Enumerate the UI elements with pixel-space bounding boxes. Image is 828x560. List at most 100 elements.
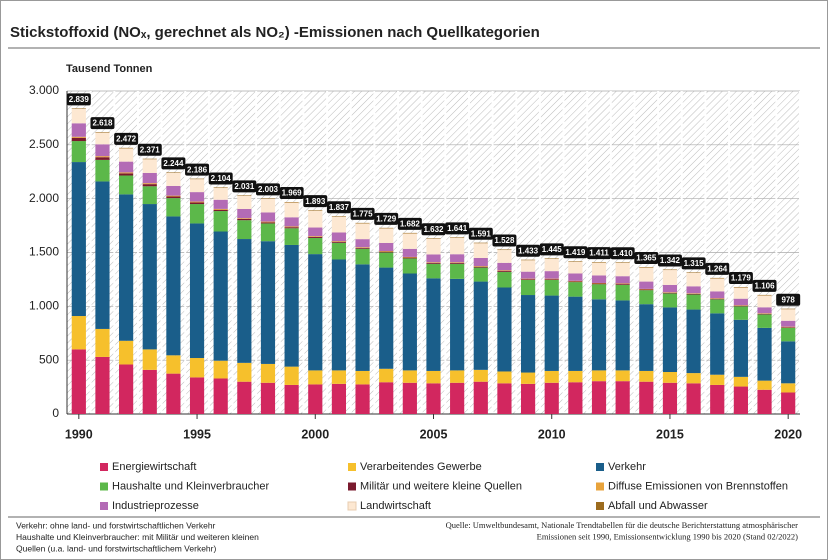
- total-box: [255, 183, 280, 196]
- bar-segment: [355, 264, 370, 371]
- bar-segment: [95, 157, 110, 160]
- bar-segment: [733, 287, 748, 299]
- bar-segment: [686, 383, 701, 414]
- bar-segment: [402, 382, 417, 414]
- bar-segment: [544, 382, 559, 414]
- legend-swatch: [100, 502, 108, 510]
- bar-segment: [95, 132, 110, 133]
- bar-segment: [733, 376, 748, 387]
- bar-segment: [757, 314, 772, 328]
- total-box: [492, 234, 517, 247]
- total-label: 1.433: [518, 246, 539, 255]
- bar-segment: [568, 261, 583, 274]
- bar-segment: [757, 313, 772, 315]
- bar-segment: [426, 262, 441, 264]
- bar-segment: [710, 374, 725, 385]
- bar-segment: [213, 378, 228, 414]
- bar-segment: [119, 364, 134, 414]
- bar-segment: [450, 382, 465, 414]
- bar-segment: [71, 136, 86, 138]
- footnote: Haushalte und Kleinverbraucher: mit Mili…: [16, 532, 259, 542]
- bar-segment: [71, 108, 86, 124]
- bar-segment: [450, 254, 465, 263]
- bar-segment: [95, 144, 110, 157]
- bar-segment: [189, 192, 205, 202]
- column-gap: [255, 91, 258, 414]
- bar-segment: [662, 293, 678, 308]
- total-label: 1.969: [282, 189, 303, 198]
- bar-segment: [402, 273, 417, 371]
- bar-segment: [213, 208, 228, 210]
- bar-segment: [402, 232, 417, 234]
- bar-segment: [591, 262, 607, 276]
- bar-segment: [686, 309, 701, 374]
- total-box: [232, 180, 257, 193]
- bar-segment: [166, 185, 181, 196]
- bar-segment: [497, 270, 512, 272]
- bar-segment: [473, 242, 488, 244]
- bar-segment: [331, 259, 347, 371]
- bar-segment: [119, 175, 134, 195]
- bar-segment: [615, 262, 630, 263]
- bar-segment: [544, 258, 559, 259]
- bar-segment: [308, 236, 323, 237]
- bar-segment: [757, 389, 772, 414]
- bar-segment: [284, 228, 299, 245]
- total-label: 1.106: [755, 282, 776, 291]
- bar-segment: [615, 262, 630, 277]
- total-box: [728, 272, 753, 285]
- total-label: 1.775: [353, 210, 374, 219]
- bar-segment: [662, 269, 678, 271]
- bar-segment: [710, 313, 725, 375]
- total-box: [303, 195, 328, 208]
- bar-segment: [237, 218, 252, 221]
- total-box: [610, 247, 635, 260]
- legend-swatch: [348, 463, 356, 471]
- bar-segment: [237, 218, 252, 219]
- footnote: Quellen (u.a. land- und forstwirtschaftl…: [16, 543, 216, 553]
- bar-segment: [284, 202, 299, 203]
- x-tick-label: 2000: [301, 427, 329, 441]
- bar-segment: [260, 241, 276, 364]
- column-gap: [326, 91, 329, 414]
- bar-segment: [355, 247, 370, 248]
- bar-segment: [615, 370, 630, 382]
- legend-label: Energiewirtschaft: [112, 461, 196, 473]
- bar-segment: [379, 228, 394, 243]
- bar-segment: [733, 305, 748, 306]
- legend-label: Landwirtschaft: [360, 500, 431, 512]
- bar-segment: [331, 242, 347, 260]
- bar-segment: [260, 198, 276, 199]
- bar-segment: [284, 244, 299, 367]
- bar-segment: [544, 295, 559, 371]
- bar-segment: [520, 383, 536, 414]
- y-tick-label: 3.000: [29, 83, 59, 97]
- legend-label: Industrieprozesse: [112, 500, 199, 512]
- bar-segment: [710, 278, 725, 292]
- bar-segment: [71, 349, 86, 414]
- bar-segment: [497, 250, 512, 263]
- bar-segment: [686, 272, 701, 273]
- bar-segment: [284, 217, 299, 227]
- total-label: 1.179: [731, 274, 752, 283]
- bar-segment: [473, 257, 488, 267]
- bar-segment: [662, 372, 678, 383]
- bar-segment: [473, 266, 488, 267]
- bar-segment: [710, 298, 725, 300]
- column-gap: [799, 91, 801, 414]
- bar-segment: [781, 383, 796, 393]
- bar-segment: [237, 220, 252, 240]
- legend-swatch: [348, 482, 356, 491]
- bar-segment: [639, 304, 654, 371]
- total-box: [66, 93, 91, 106]
- column-gap: [207, 91, 210, 414]
- total-label: 2.618: [92, 119, 113, 128]
- bar-segment: [189, 204, 205, 224]
- total-label: 2.371: [140, 145, 161, 154]
- bar-segment: [402, 233, 417, 249]
- bar-segment: [686, 272, 701, 287]
- bar-segment: [450, 263, 465, 279]
- bar-segment: [662, 284, 678, 293]
- bar-segment: [237, 209, 252, 219]
